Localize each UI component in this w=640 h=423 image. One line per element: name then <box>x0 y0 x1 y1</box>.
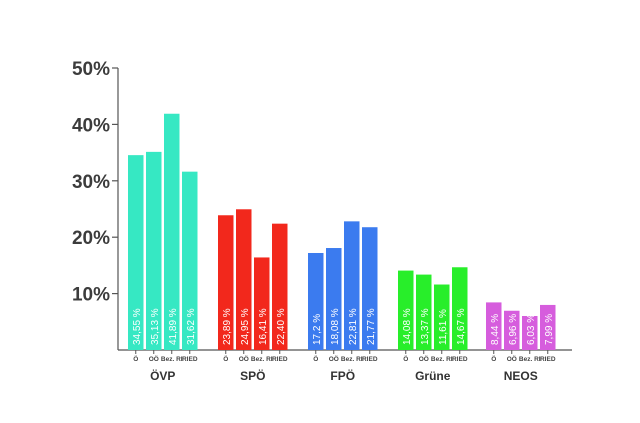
data-label: 23,89 % <box>222 308 233 345</box>
bar <box>182 171 198 350</box>
bar <box>504 310 520 350</box>
bar <box>540 304 556 350</box>
x-sublabel: RIED <box>452 356 468 363</box>
bar <box>146 151 162 350</box>
x-sublabel: Ö <box>313 354 318 363</box>
group-label: Grüne <box>415 369 451 383</box>
bar <box>272 223 288 350</box>
y-tick-label: 50% <box>72 59 110 80</box>
bar <box>164 113 180 350</box>
x-sublabel: Ö <box>133 354 138 363</box>
data-label: 21,77 % <box>366 308 377 345</box>
x-sublabel: OÖ <box>419 354 429 363</box>
x-sublabel: Ö <box>223 354 228 363</box>
data-label: 7,99 % <box>544 314 555 345</box>
x-sublabel: OÖ <box>507 354 517 363</box>
y-axis: 10% 20% 30% 40% 50% <box>72 59 119 350</box>
data-label: 16,41 % <box>258 308 269 345</box>
y-tick-label: 20% <box>72 228 110 249</box>
x-sublabel: Bez. RI <box>161 356 183 363</box>
data-label: 8,44 % <box>490 314 501 345</box>
x-sublabel: OÖ <box>149 354 159 363</box>
data-label: 14,08 % <box>402 308 413 345</box>
data-label: 34,55 % <box>132 308 143 345</box>
y-tick-label: 40% <box>72 115 110 136</box>
data-label: 22,40 % <box>276 308 287 345</box>
data-label: 17,2 % <box>312 314 323 345</box>
bar <box>236 209 252 350</box>
group-label: FPÖ <box>330 368 355 383</box>
x-sublabel: OÖ <box>329 354 339 363</box>
x-sublabel: Bez. RI <box>519 356 541 363</box>
data-label: 14,67 % <box>456 308 467 345</box>
x-sublabel: Ö <box>403 354 408 363</box>
data-label: 35,13 % <box>150 308 161 345</box>
x-sublabel: OÖ <box>239 354 249 363</box>
bar <box>416 274 432 350</box>
bar <box>308 252 324 350</box>
x-sublabel: Bez. RI <box>431 356 453 363</box>
bar <box>254 257 270 350</box>
bar <box>218 215 234 350</box>
bar <box>326 248 342 350</box>
x-sublabel: RIED <box>272 356 288 363</box>
x-sublabel: RIED <box>362 356 378 363</box>
data-label: 24,95 % <box>240 308 251 345</box>
y-tick-label: 30% <box>72 172 110 193</box>
bar <box>434 284 450 350</box>
y-tick-label: 10% <box>72 285 110 306</box>
x-sublabel: RIED <box>182 356 198 363</box>
data-labels: 34,55 % 35,13 % 41,89 % 31,62 % 23,89 % 24,95… <box>132 308 555 345</box>
group-label: NEOS <box>504 369 538 383</box>
data-label: 6,03 % <box>526 314 537 345</box>
x-sublabel: Bez. RI <box>251 356 273 363</box>
group-label: ÖVP <box>150 368 175 383</box>
bar <box>486 302 502 350</box>
bar <box>362 227 378 350</box>
x-sublabel: Bez. RI <box>341 356 363 363</box>
bar <box>128 155 144 350</box>
bar <box>452 267 468 350</box>
x-sublabel: RIED <box>540 356 556 363</box>
bar <box>398 270 414 350</box>
x-sublabel: Ö <box>491 354 496 363</box>
bar <box>344 221 360 350</box>
data-label: 6,96 % <box>508 314 519 345</box>
bar <box>522 315 538 350</box>
group-label: SPÖ <box>240 368 265 383</box>
data-label: 31,62 % <box>186 308 197 345</box>
data-label: 11,61 % <box>438 309 449 345</box>
data-label: 13,37 % <box>420 308 431 345</box>
data-label: 18,08 % <box>330 308 341 345</box>
data-label: 22,81 % <box>348 308 359 345</box>
bars <box>128 113 556 350</box>
data-label: 41,89 % <box>168 308 179 345</box>
